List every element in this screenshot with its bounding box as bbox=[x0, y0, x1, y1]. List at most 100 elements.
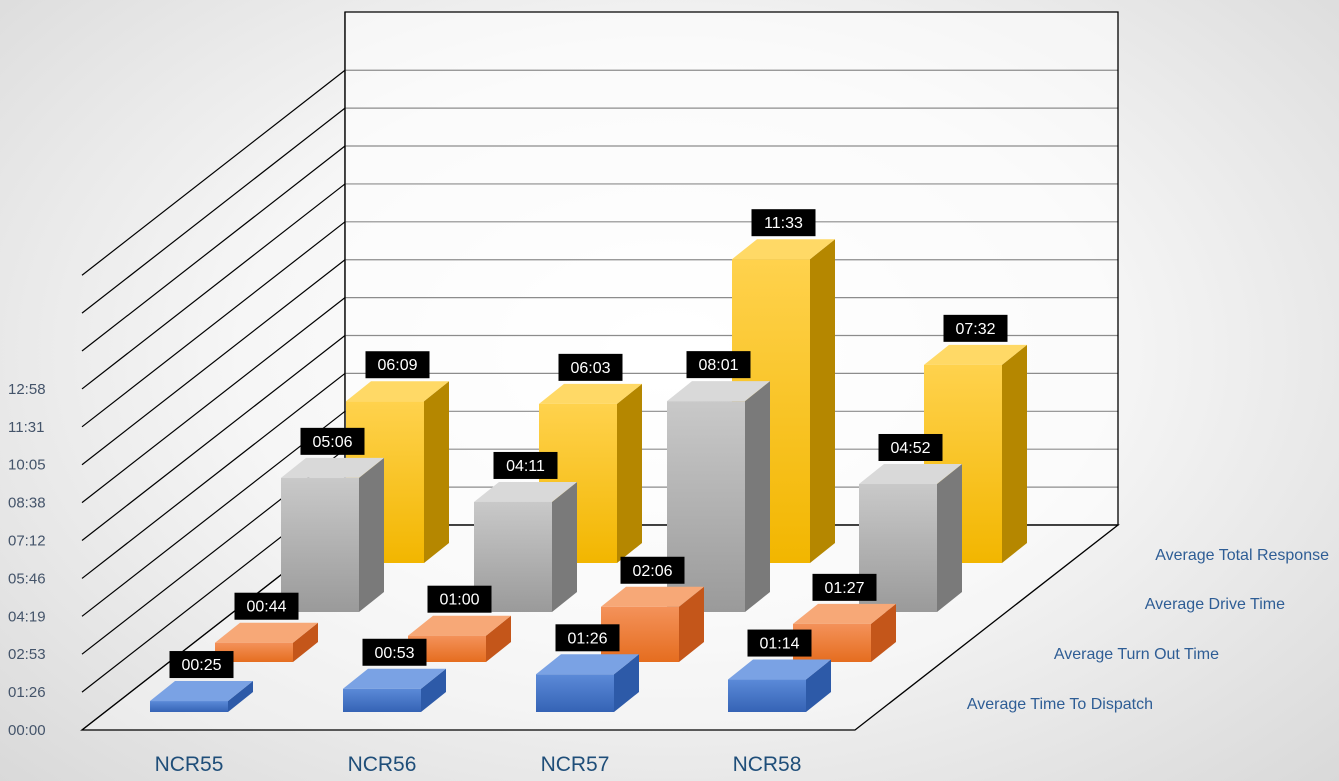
bar bbox=[215, 622, 318, 662]
bar bbox=[343, 668, 446, 712]
bar-side bbox=[871, 603, 896, 662]
y-tick-label: 08:38 bbox=[8, 495, 46, 512]
data-label: 02:06 bbox=[620, 556, 685, 584]
side-gridline bbox=[81, 335, 346, 541]
data-label-box bbox=[943, 314, 1008, 342]
bar-side bbox=[806, 659, 831, 712]
bar-top bbox=[667, 381, 770, 402]
x-category-label: NCR55 bbox=[155, 753, 224, 776]
data-label: 00:53 bbox=[362, 638, 427, 666]
data-label: 05:06 bbox=[300, 427, 365, 455]
data-label-box bbox=[493, 451, 558, 479]
y-tick-label: 01:26 bbox=[8, 684, 46, 701]
bar-top bbox=[343, 668, 446, 689]
data-label: 01:14 bbox=[747, 629, 812, 657]
bar-top bbox=[793, 603, 896, 624]
y-tick-label: 12:58 bbox=[8, 381, 46, 398]
bar-side bbox=[552, 481, 577, 612]
bar-top bbox=[474, 481, 577, 502]
side-gridline bbox=[81, 145, 346, 352]
data-label: 01:26 bbox=[555, 624, 620, 652]
bar-front bbox=[150, 701, 228, 712]
bar-side bbox=[421, 668, 446, 712]
axis-text: 00:00 01:26 02:53 04:19 05:46 07:12 08:38 10:05… bbox=[8, 381, 1329, 776]
bar-front bbox=[728, 679, 806, 712]
data-label-text: 00:44 bbox=[246, 599, 286, 616]
bar bbox=[601, 586, 704, 662]
bar-side bbox=[745, 381, 770, 612]
bar-side bbox=[679, 586, 704, 662]
data-label-text: 01:26 bbox=[567, 630, 607, 647]
data-label: 01:27 bbox=[812, 573, 877, 601]
data-label-text: 00:25 bbox=[181, 657, 221, 674]
series-label: Average Time To Dispatch bbox=[967, 696, 1153, 713]
bar-top bbox=[408, 615, 511, 636]
data-label-box bbox=[555, 624, 620, 652]
side-gridline bbox=[81, 259, 346, 466]
x-category-label: NCR57 bbox=[541, 753, 610, 776]
data-label-box bbox=[365, 351, 430, 379]
data-label: 00:44 bbox=[234, 592, 299, 620]
data-label: 06:03 bbox=[558, 353, 623, 381]
bar-side bbox=[293, 622, 318, 662]
bar-side bbox=[228, 681, 253, 712]
data-label: 07:32 bbox=[943, 314, 1008, 342]
bar-side bbox=[424, 381, 449, 563]
x-category-label: NCR56 bbox=[348, 753, 417, 776]
bar-side bbox=[810, 239, 835, 564]
y-tick-label: 04:19 bbox=[8, 608, 46, 625]
data-label-box bbox=[878, 433, 943, 461]
bar bbox=[150, 681, 253, 712]
bar-side bbox=[937, 463, 962, 612]
bar-top bbox=[346, 381, 449, 402]
data-label: 06:09 bbox=[365, 351, 430, 379]
data-label-box bbox=[686, 351, 751, 379]
data-label-box bbox=[362, 638, 427, 666]
data-label-box bbox=[427, 585, 492, 613]
side-gridline bbox=[81, 372, 346, 579]
bar-top bbox=[536, 654, 639, 675]
data-label-text: 01:00 bbox=[439, 592, 479, 609]
y-tick-label: 07:12 bbox=[8, 533, 46, 550]
series-label: Average Drive Time bbox=[1145, 596, 1285, 613]
side-gridline bbox=[81, 297, 346, 504]
side-gridline bbox=[81, 221, 346, 428]
bar bbox=[536, 654, 639, 712]
bar-side bbox=[1002, 344, 1027, 563]
series-label: Average Total Response bbox=[1155, 547, 1329, 564]
data-label-text: 06:03 bbox=[570, 360, 610, 377]
bar-top bbox=[859, 463, 962, 484]
bar-top bbox=[601, 586, 704, 607]
y-tick-label: 11:31 bbox=[8, 419, 44, 436]
data-label-text: 00:53 bbox=[374, 645, 414, 662]
data-label: 01:00 bbox=[427, 585, 492, 613]
data-label: 04:11 bbox=[493, 451, 558, 479]
bar-top bbox=[539, 383, 642, 404]
data-label-text: 01:14 bbox=[759, 636, 799, 653]
data-label: 08:01 bbox=[686, 351, 751, 379]
bar-top bbox=[281, 457, 384, 478]
y-tick-label: 00:00 bbox=[8, 722, 46, 739]
data-label-box bbox=[234, 592, 299, 620]
data-label-text: 07:32 bbox=[955, 321, 995, 338]
bar-front bbox=[281, 477, 359, 612]
bar-side bbox=[614, 654, 639, 712]
data-label-box bbox=[620, 556, 685, 584]
data-label-text: 02:06 bbox=[632, 563, 672, 580]
data-label: 11:33 bbox=[751, 209, 816, 237]
data-label-box bbox=[751, 209, 816, 237]
bar-side bbox=[486, 615, 511, 662]
y-tick-label: 05:46 bbox=[8, 570, 46, 587]
bar-side bbox=[359, 457, 384, 612]
data-label-text: 04:11 bbox=[506, 458, 545, 475]
bar-front bbox=[343, 688, 421, 712]
data-label-text: 06:09 bbox=[377, 357, 417, 374]
series-label: Average Turn Out Time bbox=[1054, 646, 1219, 663]
bar-top bbox=[924, 344, 1027, 365]
bar-front bbox=[215, 642, 293, 662]
data-label-text: 11:33 bbox=[764, 215, 803, 232]
data-label-box bbox=[747, 629, 812, 657]
data-label: 00:25 bbox=[169, 651, 234, 679]
bar bbox=[281, 457, 384, 612]
